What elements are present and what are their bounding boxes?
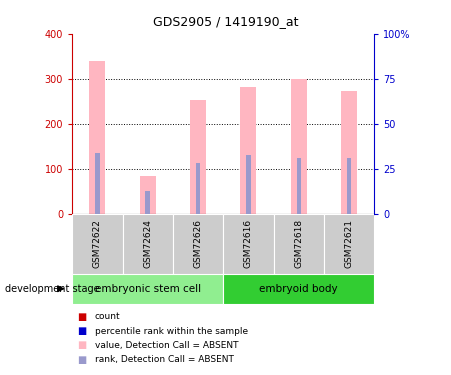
Bar (95, 153, 100, 214)
Text: ■: ■ (77, 355, 86, 364)
Text: ■: ■ (77, 340, 86, 350)
Text: rank, Detection Call = ABSENT: rank, Detection Call = ABSENT (95, 355, 234, 364)
Bar (89, 61, 106, 214)
Bar (291, 79, 307, 214)
Text: ■: ■ (77, 312, 86, 322)
Bar (140, 176, 156, 214)
Bar (196, 164, 200, 214)
Text: development stage: development stage (5, 284, 99, 294)
Text: ■: ■ (77, 326, 86, 336)
Text: GSM72624: GSM72624 (143, 219, 152, 268)
Text: embryoid body: embryoid body (259, 284, 338, 294)
Text: embryonic stem cell: embryonic stem cell (95, 284, 201, 294)
Bar (296, 158, 301, 214)
Bar (246, 155, 251, 214)
Bar (347, 158, 351, 214)
Bar (274, 214, 324, 274)
Bar (72, 214, 123, 274)
Text: GSM72622: GSM72622 (93, 219, 102, 268)
Text: count: count (95, 312, 120, 321)
Bar (190, 100, 206, 214)
Bar (145, 191, 150, 214)
Bar (223, 214, 274, 274)
Text: value, Detection Call = ABSENT: value, Detection Call = ABSENT (95, 341, 238, 350)
Bar (72, 274, 223, 304)
Bar (173, 214, 223, 274)
Bar (123, 214, 173, 274)
Text: GSM72618: GSM72618 (295, 219, 303, 268)
Bar (324, 214, 374, 274)
Text: GDS2905 / 1419190_at: GDS2905 / 1419190_at (153, 15, 298, 28)
Bar (240, 87, 257, 214)
Text: GSM72626: GSM72626 (193, 219, 202, 268)
Bar (341, 92, 357, 214)
Bar (223, 274, 374, 304)
Text: GSM72621: GSM72621 (345, 219, 354, 268)
Text: percentile rank within the sample: percentile rank within the sample (95, 327, 248, 336)
Text: GSM72616: GSM72616 (244, 219, 253, 268)
